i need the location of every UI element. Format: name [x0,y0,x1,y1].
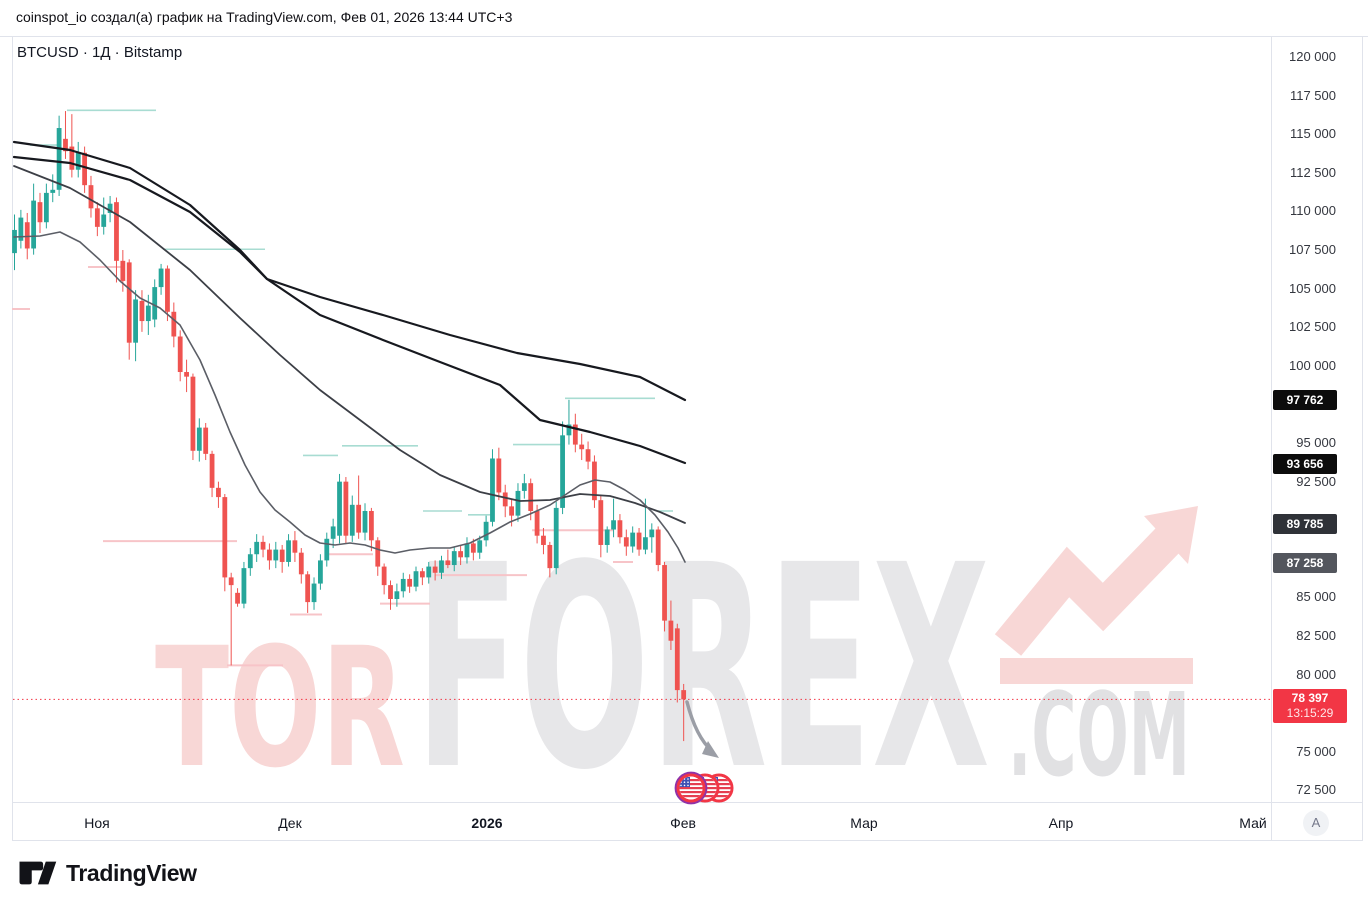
pane-left-border [12,36,13,841]
ma-value-badge: 97 762 [1273,390,1337,411]
y-axis-tick: 75 000 [1296,743,1336,759]
ma-value-badge: 89 785 [1273,513,1337,534]
tradingview-logo[interactable]: TradingView [16,858,197,888]
auto-scale-button[interactable]: A [1303,810,1329,836]
y-axis-tick: 107 500 [1289,242,1336,258]
time-axis-label: Фев [670,815,696,831]
y-axis-tick: 105 000 [1289,280,1336,296]
y-axis-tick: 117 500 [1289,87,1336,103]
moving-average-lines [12,140,687,563]
ma-value-badge: 87 258 [1273,552,1337,573]
time-axis-label: Апр [1048,815,1074,831]
us-flag-icon[interactable] [674,771,708,805]
right-edge-border [1362,36,1363,841]
symbol-title: BTCUSD · 1Д · Bitstamp [17,44,183,61]
y-axis-tick: 72 500 [1296,782,1336,798]
tradingview-logo-text: TradingView [66,859,197,886]
time-axis-label: Мар [850,815,878,831]
y-axis-tick: 112 500 [1289,164,1336,180]
y-axis-tick: 80 000 [1296,666,1336,682]
ma-value-badge: 93 656 [1273,453,1337,474]
y-axis-tick: 85 000 [1296,589,1336,605]
price-axis-border [1271,36,1272,841]
y-axis-tick: 100 000 [1289,357,1336,373]
swing-level-lines [12,109,673,667]
svg-text:.COM: .COM [1008,669,1190,803]
time-axis-label: Ноя [84,815,110,831]
bottom-divider [12,840,1362,841]
time-axis-label: 2026 [471,815,503,831]
time-axis-label: Май [1239,815,1267,831]
tradingview-logo-icon [19,861,57,885]
y-axis-tick: 95 000 [1296,435,1336,451]
header-divider [0,36,1368,37]
candles [12,111,687,742]
y-axis-tick: 92 500 [1296,473,1336,489]
down-arrow-annotation [685,700,719,758]
svg-text:TOR: TOR [155,612,405,804]
y-axis-tick: 120 000 [1289,49,1336,64]
y-axis-tick: 102 500 [1289,319,1336,335]
snapshot-header: coinspot_io создал(а) график на TradingV… [16,9,513,25]
current-price-badge: 78 397 13:15:29 [1273,689,1347,724]
economic-event-flags[interactable] [674,771,734,805]
bar-countdown: 13:15:29 [1286,706,1334,721]
y-axis-tick: 110 000 [1289,203,1336,219]
y-axis-tick: 82 500 [1296,628,1336,644]
y-axis-tick: 115 000 [1289,126,1336,142]
time-axis-label: Дек [278,815,302,831]
